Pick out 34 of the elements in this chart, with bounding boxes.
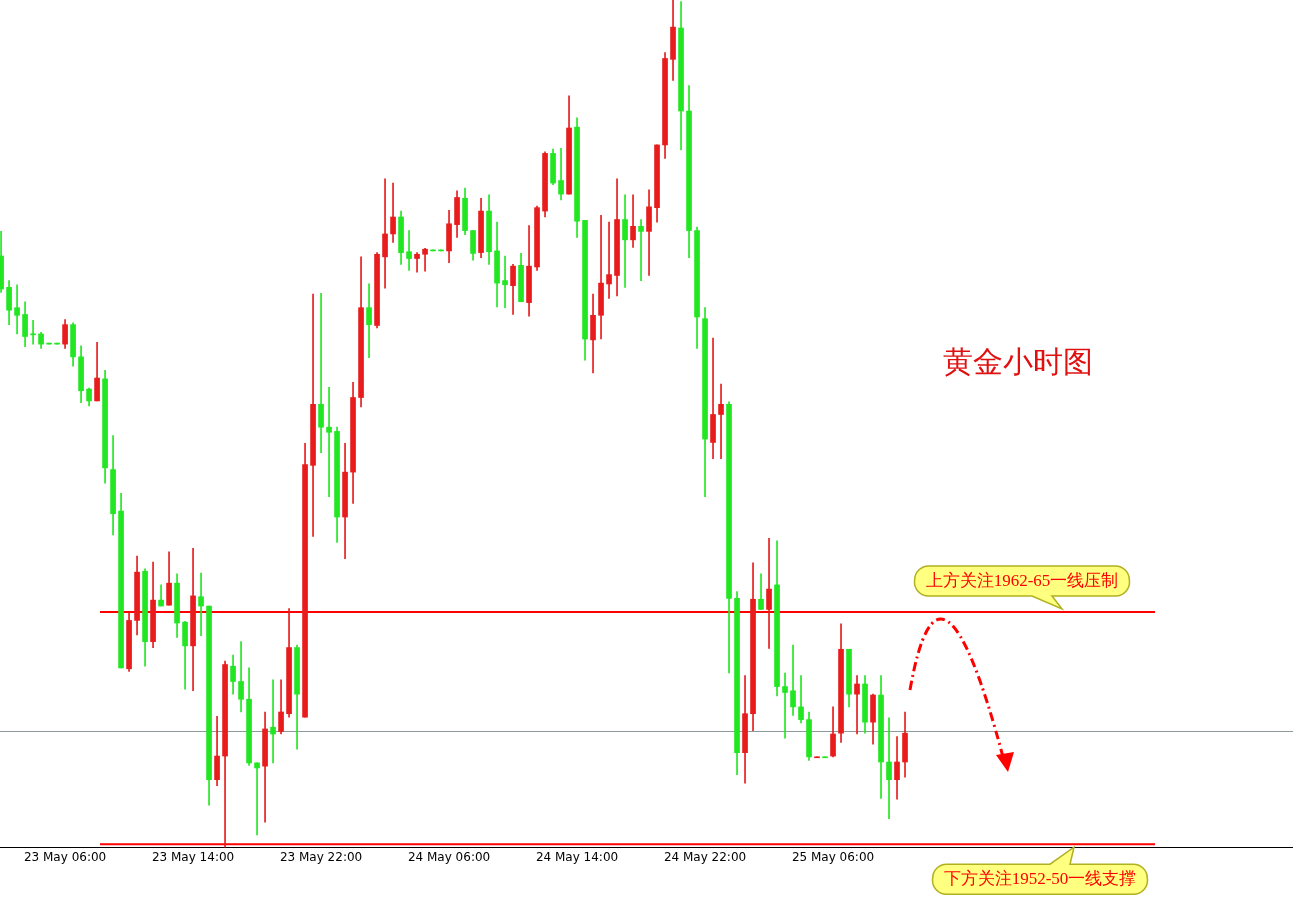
candlestick — [782, 672, 788, 739]
candlestick — [606, 221, 612, 299]
candlestick — [310, 293, 316, 537]
candlestick — [14, 284, 20, 335]
candlestick — [326, 387, 332, 498]
candlestick — [406, 230, 412, 271]
x-tick-label: 25 May 06:00 — [791, 849, 875, 864]
ref-line-label: 下方关注1952-50一线支撑 — [943, 869, 1137, 889]
candlestick — [502, 255, 508, 309]
candlestick — [254, 762, 260, 836]
candlestick — [766, 537, 772, 649]
candlestick — [366, 283, 372, 359]
candlestick — [638, 219, 644, 281]
candlestick — [718, 383, 724, 459]
candlestick — [854, 675, 860, 735]
candlestick — [318, 292, 324, 453]
ref-line-label: 上方关注1962-65一线压制 — [925, 570, 1119, 590]
x-tick-label: 23 May 14:00 — [151, 849, 235, 864]
x-tick-label: 24 May 14:00 — [535, 849, 619, 864]
text: 黄金小时图 — [943, 344, 1093, 378]
candlestick — [886, 717, 892, 820]
x-tick-label: 23 May 22:00 — [279, 849, 363, 864]
candlestick — [422, 248, 428, 272]
x-tick-label: 23 May 06:00 — [23, 849, 107, 864]
candlestick — [382, 178, 388, 289]
candlestick — [414, 252, 420, 273]
candlestick — [790, 644, 796, 716]
x-tick-label: 24 May 22:00 — [663, 849, 747, 864]
candlestick — [198, 572, 204, 637]
candlestick — [710, 337, 716, 459]
candlestick — [622, 194, 628, 288]
x-tick-label: 24 May 06:00 — [407, 849, 491, 864]
candlestick — [270, 679, 276, 764]
candlestick — [30, 320, 36, 345]
